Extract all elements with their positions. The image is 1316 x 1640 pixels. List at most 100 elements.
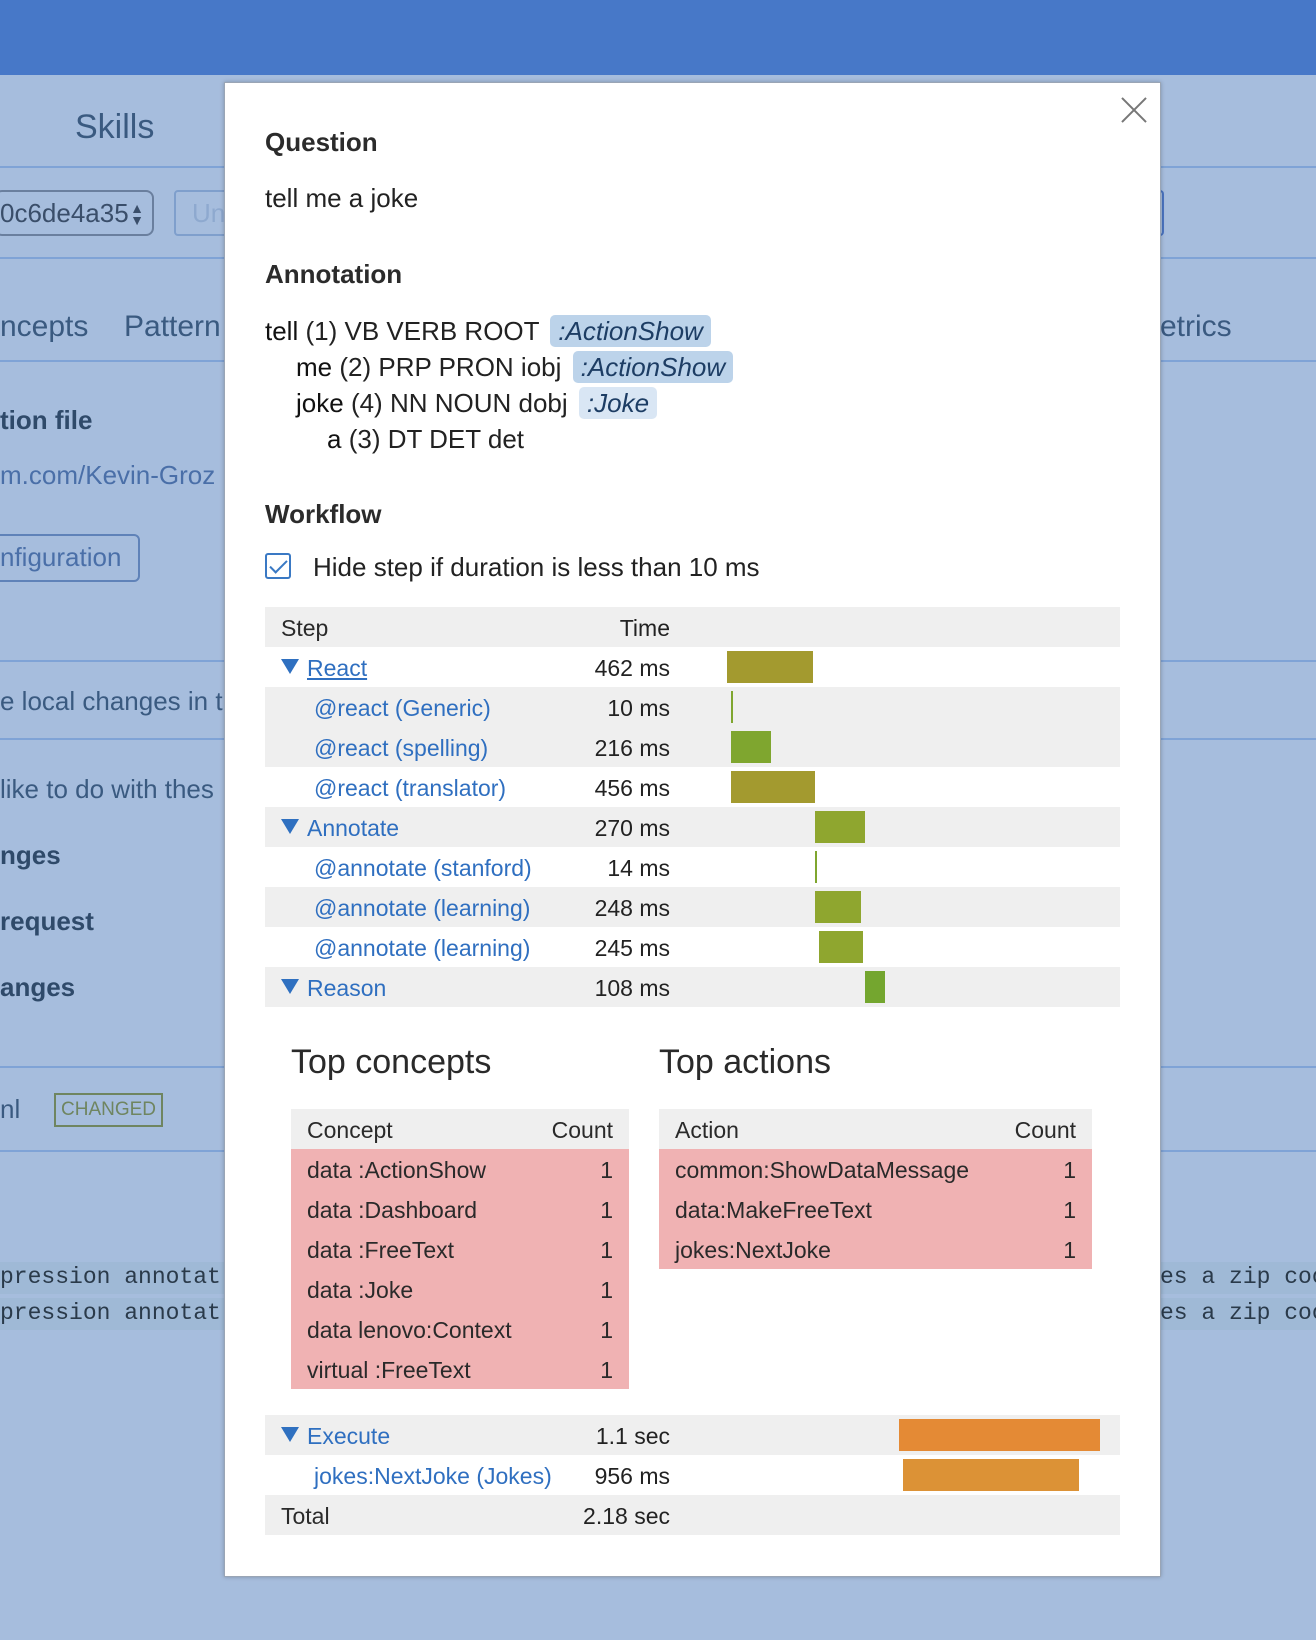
table-row: virtual :FreeText 1 — [291, 1349, 629, 1389]
duration-bar — [815, 851, 817, 883]
triangle-down-icon[interactable] — [281, 659, 299, 674]
duration-bar — [731, 731, 771, 763]
version-select[interactable]: 0c6de4a35 ▲ ▼ — [0, 190, 154, 236]
workflow-title: Workflow — [265, 499, 382, 529]
repo-link[interactable]: m.com/Kevin-Groz — [0, 460, 216, 490]
workflow-header-row: Step Time — [265, 607, 1120, 647]
workflow-row[interactable]: @annotate (learning) 245 ms — [265, 927, 1120, 967]
workflow-step-label[interactable]: React — [307, 655, 368, 681]
question-title: Question — [265, 127, 378, 157]
workflow-row[interactable]: @annotate (learning) 248 ms — [265, 887, 1120, 927]
workflow-group-annotate[interactable]: Annotate — [281, 815, 399, 842]
concept-count: 1 — [600, 1357, 613, 1383]
option-discard[interactable]: anges — [0, 972, 76, 1002]
workflow-step-time: 216 ms — [594, 735, 670, 761]
action-name: jokes:NextJoke — [675, 1237, 831, 1263]
annotation-word: a — [327, 424, 342, 454]
workflow-step-time: 456 ms — [594, 775, 670, 801]
action-column-header: Action — [675, 1117, 739, 1143]
tab-patterns[interactable]: Pattern — [124, 310, 221, 343]
concepts-header-row: Concept Count — [291, 1109, 629, 1149]
workflow-row[interactable]: Reason 108 ms — [265, 967, 1120, 1007]
workflow-step-label[interactable]: @react (spelling) — [314, 735, 489, 761]
annotation-tag: :ActionShow — [572, 351, 734, 383]
option-request[interactable]: request — [0, 906, 94, 936]
actions-header-row: Action Count — [659, 1109, 1092, 1149]
workflow-row[interactable]: @react (spelling) 216 ms — [265, 727, 1120, 767]
option-changes[interactable]: nges — [0, 840, 61, 870]
annotation-word: joke — [296, 388, 344, 418]
duration-bar — [815, 891, 861, 923]
duration-bar — [815, 811, 865, 843]
table-row: data lenovo:Context 1 — [291, 1309, 629, 1349]
table-row: data :Joke 1 — [291, 1269, 629, 1309]
workflow-step-label[interactable]: @annotate (learning) — [314, 895, 531, 921]
workflow-row[interactable]: @react (translator) 456 ms — [265, 767, 1120, 807]
action-count: 1 — [1063, 1237, 1076, 1263]
table-row: jokes:NextJoke 1 — [659, 1229, 1092, 1269]
top-concepts-title: Top concepts — [291, 1043, 492, 1081]
workflow-step-label[interactable]: jokes:NextJoke (Jokes) — [314, 1463, 552, 1489]
hide-step-toggle[interactable]: Hide step if duration is less than 10 ms — [265, 552, 760, 584]
workflow-row[interactable]: Execute 1.1 sec — [265, 1415, 1120, 1455]
workflow-step-time: 270 ms — [594, 815, 670, 841]
workflow-step-label[interactable]: @react (translator) — [314, 775, 507, 801]
concept-count: 1 — [600, 1197, 613, 1223]
workflow-group-react[interactable]: React — [281, 655, 367, 682]
total-row: Total 2.18 sec — [265, 1495, 1120, 1535]
file-suffix: nl — [0, 1094, 21, 1124]
annotation-pos: (2) PRP PRON iobj — [339, 352, 562, 382]
annotation-title: Annotation — [265, 259, 403, 289]
workflow-row[interactable]: React 462 ms — [265, 647, 1120, 687]
top-actions-table: Action Count common:ShowDataMessage 1 dat… — [659, 1109, 1092, 1269]
workflow-step-time: 462 ms — [594, 655, 670, 681]
workflow-step-label[interactable]: @react (Generic) — [314, 695, 491, 721]
code-line-2-left: pression annotat — [0, 1300, 221, 1326]
top-app-bar — [0, 0, 1316, 75]
action-count: 1 — [1063, 1157, 1076, 1183]
workflow-step-time: 14 ms — [607, 855, 670, 881]
concept-count: 1 — [600, 1157, 613, 1183]
annotation-pos: (3) DT DET det — [348, 424, 525, 454]
concept-name: data :Dashboard — [307, 1197, 478, 1223]
workflow-row[interactable]: jokes:NextJoke (Jokes) 956 ms — [265, 1455, 1120, 1495]
tab-skills[interactable]: Skills — [75, 108, 155, 146]
workflow-step-label[interactable]: Execute — [307, 1423, 391, 1449]
close-icon[interactable] — [1116, 91, 1152, 127]
workflow-group-execute[interactable]: Execute — [281, 1423, 390, 1450]
table-row: common:ShowDataMessage 1 — [659, 1149, 1092, 1189]
duration-bar — [731, 771, 815, 803]
tab-concepts[interactable]: ncepts — [0, 310, 89, 343]
total-label: Total — [281, 1503, 330, 1529]
workflow-step-time: 248 ms — [594, 895, 670, 921]
triangle-down-icon[interactable] — [281, 979, 299, 994]
workflow-step-time: 10 ms — [607, 695, 670, 721]
tab-metrics[interactable]: etrics — [1160, 310, 1232, 343]
concept-name: data :ActionShow — [307, 1157, 487, 1183]
workflow-step-label[interactable]: @annotate (learning) — [314, 935, 531, 961]
workflow-step-label[interactable]: @annotate (stanford) — [314, 855, 532, 881]
triangle-down-icon[interactable] — [281, 1427, 299, 1442]
hide-step-checkbox[interactable] — [265, 553, 291, 579]
triangle-down-icon[interactable] — [281, 819, 299, 834]
workflow-row[interactable]: Annotate 270 ms — [265, 807, 1120, 847]
workflow-row[interactable]: @react (Generic) 10 ms — [265, 687, 1120, 727]
workflow-group-reason[interactable]: Reason — [281, 975, 386, 1002]
changed-badge: CHANGED — [54, 1093, 164, 1127]
version-select-value: 0c6de4a35 — [0, 198, 129, 228]
configuration-button[interactable]: nfiguration — [0, 534, 140, 582]
workflow-step-label[interactable]: Annotate — [307, 815, 400, 841]
annotation-pos: (4) NN NOUN dobj — [350, 388, 568, 418]
annotation-line: joke (4) NN NOUN dobj :Joke — [296, 385, 658, 421]
annotation-line: a (3) DT DET det — [327, 421, 524, 457]
annotation-pos: (1) VB VERB ROOT — [305, 316, 540, 346]
workflow-step-time: 108 ms — [594, 975, 670, 1001]
concept-count: 1 — [600, 1277, 613, 1303]
workflow-step-label[interactable]: Reason — [307, 975, 387, 1001]
step-column-header: Step — [281, 615, 329, 641]
duration-bar — [819, 931, 863, 963]
workflow-table: Step Time React 462 ms @react (Generic) … — [265, 607, 1120, 1007]
total-time: 2.18 sec — [583, 1503, 670, 1529]
workflow-row[interactable]: @annotate (stanford) 14 ms — [265, 847, 1120, 887]
duration-bar — [727, 651, 813, 683]
